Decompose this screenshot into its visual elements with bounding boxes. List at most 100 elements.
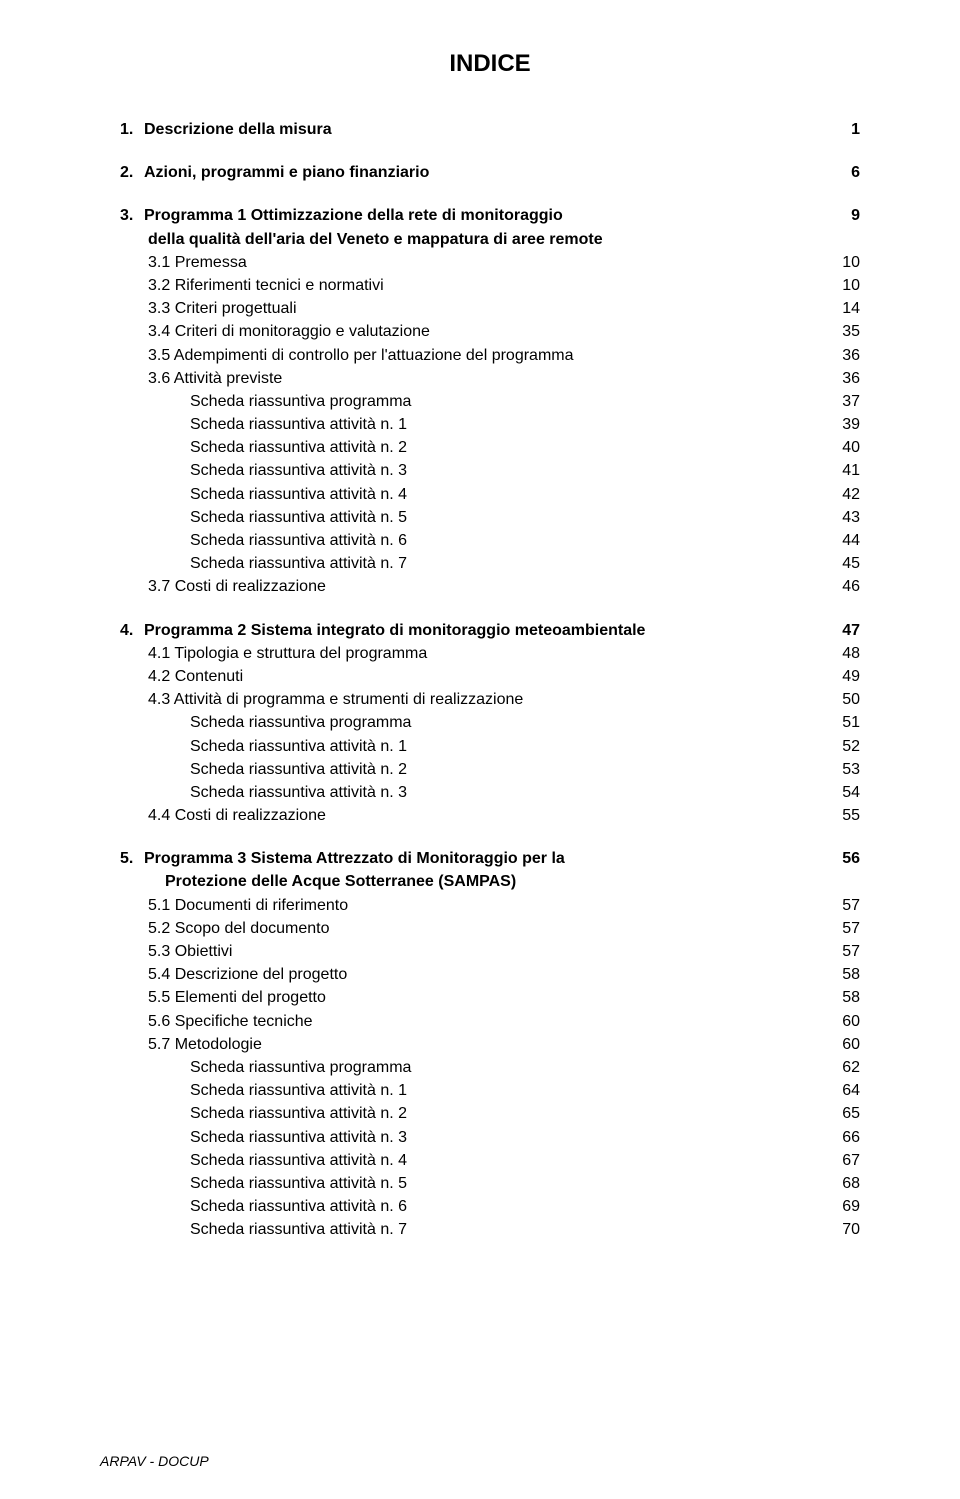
toc-entry: 3.5 Adempimenti di controllo per l'attua…: [120, 344, 860, 367]
toc-entry-text: Programma 3 Sistema Attrezzato di Monito…: [144, 850, 565, 867]
toc-entry: Scheda riassuntiva attività n. 253: [120, 758, 860, 781]
toc-entry-label: Scheda riassuntiva attività n. 5: [120, 506, 830, 529]
toc-entry-label: Scheda riassuntiva attività n. 1: [120, 413, 830, 436]
toc-entry-label: Scheda riassuntiva attività n. 7: [120, 1218, 830, 1241]
toc-entry-page: 52: [830, 735, 860, 758]
toc-entry: 5.2 Scopo del documento57: [120, 917, 860, 940]
toc-entry-label: 4.1 Tipologia e struttura del programma: [120, 642, 830, 665]
toc-entry: Scheda riassuntiva attività n. 240: [120, 436, 860, 459]
toc-entry-page: 47: [830, 619, 860, 642]
toc-entry-label: Scheda riassuntiva programma: [120, 711, 830, 734]
toc-entry-label: 4.2 Contenuti: [120, 665, 830, 688]
toc-entry-text: Programma 1 Ottimizzazione della rete di…: [144, 207, 563, 224]
toc-entry-page: 45: [830, 552, 860, 575]
toc-entry: 3.3 Criteri progettuali14: [120, 297, 860, 320]
toc-entry-page: 36: [830, 344, 860, 367]
toc-entry-label: 4.3 Attività di programma e strumenti di…: [120, 688, 830, 711]
toc-entry-page: 68: [830, 1172, 860, 1195]
toc-entry-label: della qualità dell'aria del Veneto e map…: [120, 228, 830, 251]
toc-entry-label: 1. Descrizione della misura: [120, 118, 830, 141]
toc-entry-page: 44: [830, 529, 860, 552]
toc-entry-label: 4.4 Costi di realizzazione: [120, 804, 830, 827]
toc-entry-page: 69: [830, 1195, 860, 1218]
toc-entry-page: 53: [830, 758, 860, 781]
toc-entry-page: 60: [830, 1010, 860, 1033]
toc-entry-page: 50: [830, 688, 860, 711]
toc-entry-page: 10: [830, 274, 860, 297]
toc-entry: Scheda riassuntiva attività n. 354: [120, 781, 860, 804]
toc-entry: 5. Programma 3 Sistema Attrezzato di Mon…: [120, 847, 860, 870]
toc-entry-page: 1: [830, 118, 860, 141]
toc-entry-page: 9: [830, 204, 860, 227]
toc-entry: Scheda riassuntiva attività n. 669: [120, 1195, 860, 1218]
toc-entry-label: 5. Programma 3 Sistema Attrezzato di Mon…: [120, 847, 830, 870]
toc-entry-label: Scheda riassuntiva attività n. 3: [120, 1126, 830, 1149]
toc-entry-label: 3.6 Attività previste: [120, 367, 830, 390]
toc-entry: Scheda riassuntiva attività n. 152: [120, 735, 860, 758]
toc-entry-page: 10: [830, 251, 860, 274]
toc-entry-label: 3.7 Costi di realizzazione: [120, 575, 830, 598]
toc-entry-page: 57: [830, 940, 860, 963]
toc-entry-label: Scheda riassuntiva attività n. 6: [120, 529, 830, 552]
table-of-contents: 1. Descrizione della misura12. Azioni, p…: [120, 118, 860, 1241]
toc-entry-ordinal: 1.: [120, 118, 144, 141]
toc-entry: Scheda riassuntiva programma37: [120, 390, 860, 413]
toc-entry: 3.2 Riferimenti tecnici e normativi10: [120, 274, 860, 297]
toc-entry: Scheda riassuntiva attività n. 770: [120, 1218, 860, 1241]
toc-entry-ordinal: 4.: [120, 619, 144, 642]
toc-entry-label: Protezione delle Acque Sotterranee (SAMP…: [120, 870, 830, 893]
toc-entry: Scheda riassuntiva programma62: [120, 1056, 860, 1079]
toc-entry-page: 48: [830, 642, 860, 665]
toc-entry: Scheda riassuntiva attività n. 366: [120, 1126, 860, 1149]
toc-entry: 3.6 Attività previste36: [120, 367, 860, 390]
toc-entry: 2. Azioni, programmi e piano finanziario…: [120, 161, 860, 184]
toc-entry-page: 65: [830, 1102, 860, 1125]
toc-entry-page: 39: [830, 413, 860, 436]
toc-entry: 4.4 Costi di realizzazione55: [120, 804, 860, 827]
toc-entry-label: Scheda riassuntiva attività n. 4: [120, 1149, 830, 1172]
toc-entry-text: Programma 2 Sistema integrato di monitor…: [144, 622, 645, 639]
page-title: INDICE: [120, 50, 860, 78]
toc-entry: 5.3 Obiettivi57: [120, 940, 860, 963]
toc-entry-page: 42: [830, 483, 860, 506]
toc-entry: Scheda riassuntiva attività n. 644: [120, 529, 860, 552]
toc-entry-page: 57: [830, 917, 860, 940]
toc-entry-label: 5.7 Metodologie: [120, 1033, 830, 1056]
document-page: INDICE 1. Descrizione della misura12. Az…: [0, 0, 960, 1499]
toc-entry: della qualità dell'aria del Veneto e map…: [120, 228, 860, 251]
toc-entry-label: 4. Programma 2 Sistema integrato di moni…: [120, 619, 830, 642]
toc-entry-label: Scheda riassuntiva attività n. 3: [120, 459, 830, 482]
toc-entry-page: 36: [830, 367, 860, 390]
toc-entry-page: 54: [830, 781, 860, 804]
toc-entry-page: 43: [830, 506, 860, 529]
toc-entry: 3.4 Criteri di monitoraggio e valutazion…: [120, 320, 860, 343]
toc-entry: Protezione delle Acque Sotterranee (SAMP…: [120, 870, 860, 893]
toc-entry-label: Scheda riassuntiva attività n. 3: [120, 781, 830, 804]
toc-entry-label: 5.2 Scopo del documento: [120, 917, 830, 940]
toc-entry: Scheda riassuntiva attività n. 139: [120, 413, 860, 436]
toc-entry-page: 55: [830, 804, 860, 827]
toc-entry: 4.1 Tipologia e struttura del programma4…: [120, 642, 860, 665]
toc-entry: 4.2 Contenuti49: [120, 665, 860, 688]
toc-entry: Scheda riassuntiva attività n. 745: [120, 552, 860, 575]
toc-entry-page: 49: [830, 665, 860, 688]
toc-entry-label: 3.4 Criteri di monitoraggio e valutazion…: [120, 320, 830, 343]
toc-entry-label: Scheda riassuntiva attività n. 2: [120, 758, 830, 781]
toc-entry: Scheda riassuntiva attività n. 164: [120, 1079, 860, 1102]
toc-entry-label: 5.1 Documenti di riferimento: [120, 894, 830, 917]
toc-entry-page: 60: [830, 1033, 860, 1056]
toc-entry-label: 2. Azioni, programmi e piano finanziario: [120, 161, 830, 184]
toc-entry-label: 5.5 Elementi del progetto: [120, 986, 830, 1009]
toc-entry-label: Scheda riassuntiva attività n. 1: [120, 735, 830, 758]
toc-entry-page: 66: [830, 1126, 860, 1149]
toc-entry: 1. Descrizione della misura1: [120, 118, 860, 141]
toc-entry-page: 40: [830, 436, 860, 459]
toc-entry: Scheda riassuntiva attività n. 467: [120, 1149, 860, 1172]
toc-entry-page: 41: [830, 459, 860, 482]
toc-entry-page: 46: [830, 575, 860, 598]
toc-entry-label: 5.3 Obiettivi: [120, 940, 830, 963]
toc-entry-page: 58: [830, 963, 860, 986]
toc-entry-page: 57: [830, 894, 860, 917]
toc-entry: 3.1 Premessa10: [120, 251, 860, 274]
toc-entry-text: Azioni, programmi e piano finanziario: [144, 164, 429, 181]
